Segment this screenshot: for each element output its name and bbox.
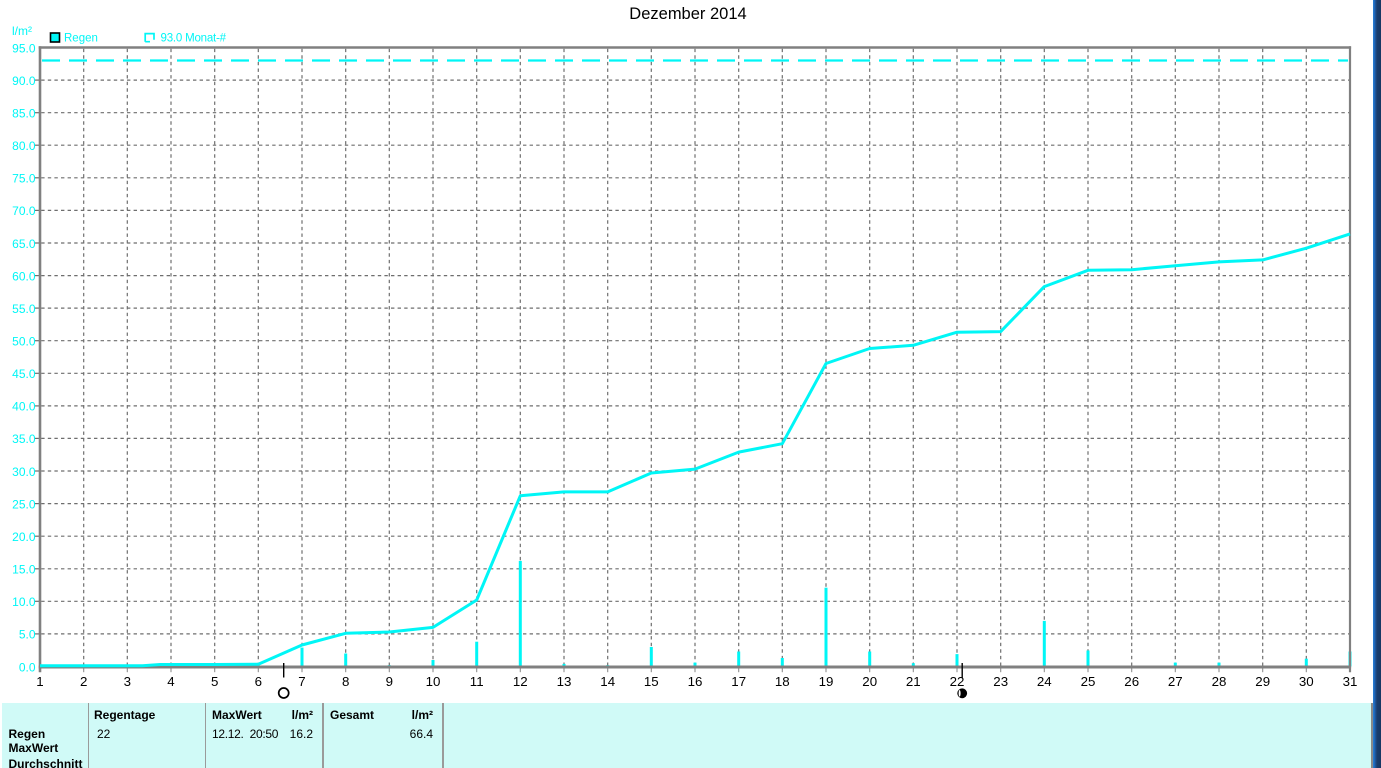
svg-text:Regen: Regen xyxy=(64,33,98,45)
svg-text:10: 10 xyxy=(426,674,441,689)
svg-text:16: 16 xyxy=(688,674,703,689)
svg-text:40.0: 40.0 xyxy=(12,400,36,414)
svg-text:15: 15 xyxy=(644,674,659,689)
svg-text:27: 27 xyxy=(1168,674,1183,689)
svg-text:l/m²: l/m² xyxy=(12,24,32,38)
svg-text:45.0: 45.0 xyxy=(12,367,36,381)
svg-text:70.0: 70.0 xyxy=(12,204,36,218)
svg-text:8: 8 xyxy=(342,674,349,689)
svg-text:12: 12 xyxy=(513,674,528,689)
svg-text:80.0: 80.0 xyxy=(12,139,36,153)
svg-text:7: 7 xyxy=(298,674,305,689)
svg-text:93.0 Monat-#: 93.0 Monat-# xyxy=(161,33,227,45)
svg-text:18: 18 xyxy=(775,674,790,689)
svg-text:9: 9 xyxy=(386,674,393,689)
svg-text:24: 24 xyxy=(1037,674,1052,689)
svg-text:29: 29 xyxy=(1255,674,1270,689)
svg-text:5: 5 xyxy=(211,674,218,689)
svg-text:11: 11 xyxy=(470,674,484,689)
svg-text:15.0: 15.0 xyxy=(12,563,36,577)
svg-text:26: 26 xyxy=(1124,674,1139,689)
svg-text:20.0: 20.0 xyxy=(12,530,36,544)
svg-text:75.0: 75.0 xyxy=(12,172,36,186)
svg-text:25.0: 25.0 xyxy=(12,497,36,511)
svg-text:20: 20 xyxy=(862,674,877,689)
svg-text:4: 4 xyxy=(167,674,174,689)
svg-text:90.0: 90.0 xyxy=(12,74,36,88)
svg-text:85.0: 85.0 xyxy=(12,107,36,121)
svg-text:3: 3 xyxy=(124,674,131,689)
svg-text:17: 17 xyxy=(731,674,746,689)
svg-text:0.0: 0.0 xyxy=(19,660,36,674)
svg-text:1: 1 xyxy=(36,674,43,689)
svg-text:2: 2 xyxy=(80,674,87,689)
svg-text:10.0: 10.0 xyxy=(12,595,36,609)
svg-text:5.0: 5.0 xyxy=(19,628,36,642)
svg-text:35.0: 35.0 xyxy=(12,432,36,446)
svg-text:13: 13 xyxy=(557,674,572,689)
svg-text:65.0: 65.0 xyxy=(12,237,36,251)
svg-text:50.0: 50.0 xyxy=(12,335,36,349)
svg-text:95.0: 95.0 xyxy=(12,41,36,55)
svg-text:31: 31 xyxy=(1343,674,1358,689)
svg-text:14: 14 xyxy=(600,674,615,689)
svg-text:21: 21 xyxy=(906,674,921,689)
svg-text:28: 28 xyxy=(1212,674,1227,689)
svg-text:55.0: 55.0 xyxy=(12,302,36,316)
svg-text:6: 6 xyxy=(255,674,262,689)
svg-text:30: 30 xyxy=(1299,674,1314,689)
svg-text:25: 25 xyxy=(1081,674,1096,689)
svg-text:Dezember 2014: Dezember 2014 xyxy=(629,5,746,23)
svg-text:23: 23 xyxy=(993,674,1008,689)
svg-text:60.0: 60.0 xyxy=(12,269,36,283)
svg-text:22: 22 xyxy=(950,674,965,689)
svg-text:30.0: 30.0 xyxy=(12,465,36,479)
svg-text:19: 19 xyxy=(819,674,834,689)
